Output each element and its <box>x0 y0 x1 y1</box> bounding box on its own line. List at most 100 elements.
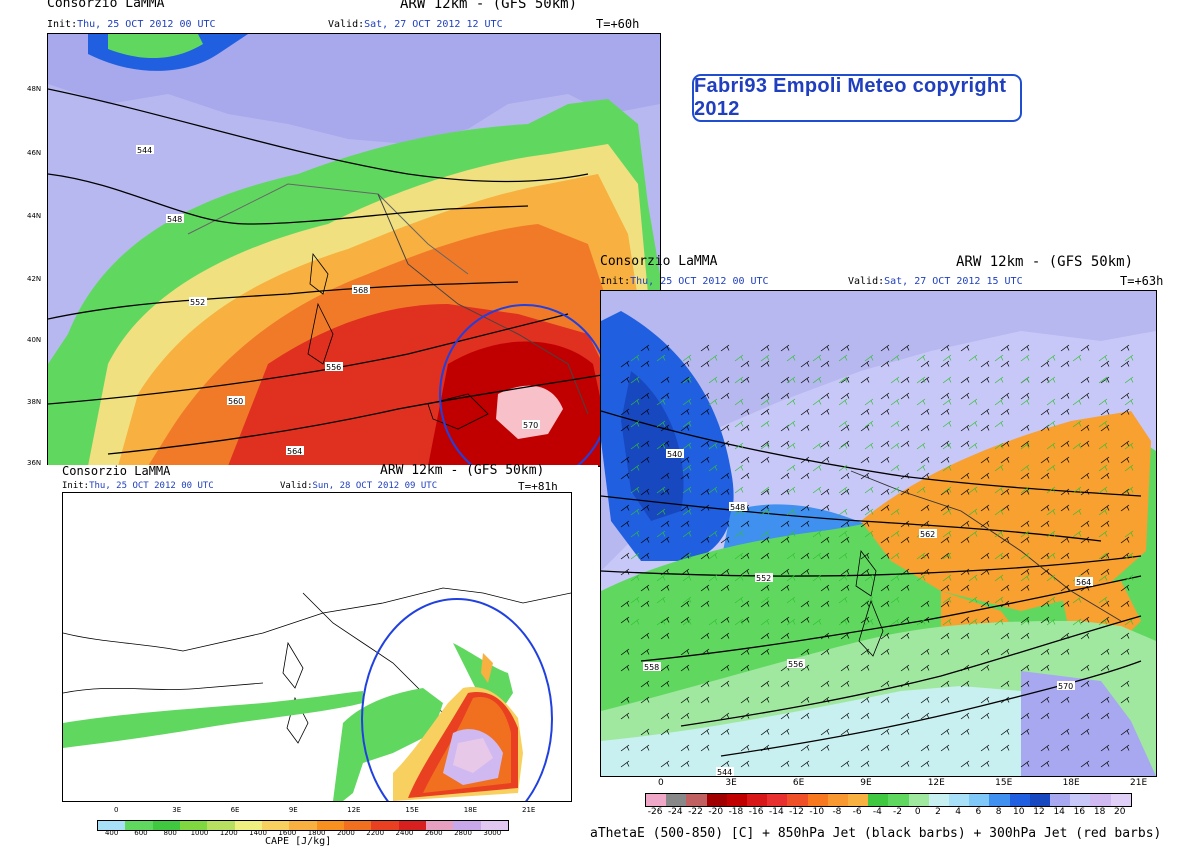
wind-barb <box>1000 360 1010 368</box>
wind-barb <box>1120 536 1130 544</box>
wind-barb <box>860 568 870 576</box>
wind-barb <box>860 648 870 656</box>
wind-barb <box>1040 696 1050 704</box>
wind-barb <box>660 536 670 544</box>
wind-barb <box>900 568 910 576</box>
contour-label-548: 548 <box>167 215 182 224</box>
wind-barb <box>980 712 990 720</box>
wind-barb <box>1072 398 1082 406</box>
wind-barb <box>1020 712 1030 720</box>
wind-barb <box>700 552 710 560</box>
wind-barb <box>1120 344 1130 352</box>
wind-barb <box>720 760 730 768</box>
wind-barb <box>1098 530 1108 538</box>
wind-barb <box>1080 568 1090 576</box>
wind-barb <box>1100 408 1110 416</box>
wind-barb <box>1020 472 1030 480</box>
panel1-model: ARW 12km - (GFS 50km) <box>400 0 578 12</box>
wind-barb <box>1080 344 1090 352</box>
wind-barb <box>920 456 930 464</box>
wind-barb <box>900 584 910 592</box>
wind-barb <box>1120 648 1130 656</box>
wind-barb <box>960 440 970 448</box>
wind-barb <box>708 574 718 582</box>
wind-barb <box>660 712 670 720</box>
wind-barb <box>940 728 950 736</box>
colorbar-tick-label: 400 <box>104 829 119 837</box>
wind-barb <box>760 360 770 368</box>
wind-barb <box>968 398 978 406</box>
wind-barb <box>760 552 770 560</box>
wind-barb <box>900 472 910 480</box>
wind-barb <box>968 354 978 362</box>
wind-barb <box>1080 760 1090 768</box>
wind-barb <box>660 568 670 576</box>
wind-barb <box>720 584 730 592</box>
colorbar-tick-label: 3000 <box>483 829 502 837</box>
wind-barb <box>880 600 890 608</box>
panel2-map-graphic: 540 544 548 552 556 558 562 564 570 <box>601 291 1156 776</box>
wind-barb <box>840 728 850 736</box>
panel3-valid: Valid:Sun, 28 OCT 2012 09 UTC <box>280 481 438 491</box>
wind-barb <box>916 398 926 406</box>
colorbar-cell <box>787 794 808 806</box>
wind-barb <box>1020 392 1030 400</box>
colorbar-cell <box>747 794 768 806</box>
wind-barb <box>682 464 692 472</box>
colorbar-tick-label: -8 <box>832 807 842 817</box>
wind-barb <box>680 760 690 768</box>
wind-barb <box>734 420 744 428</box>
panel1-lat-44n: 44N <box>27 212 42 220</box>
wind-barb <box>920 472 930 480</box>
wind-barb <box>1120 600 1130 608</box>
wind-barb <box>812 574 822 582</box>
wind-barb <box>864 442 874 450</box>
wind-barb <box>840 424 850 432</box>
wind-barb <box>780 344 790 352</box>
wind-barb <box>1100 504 1110 512</box>
wind-barb <box>656 618 666 626</box>
wind-barb <box>838 552 848 560</box>
wind-barb <box>656 354 666 362</box>
colorbar-tick-label: -24 <box>667 807 683 817</box>
lon-tick-label: 15E <box>995 778 1013 788</box>
wind-barb <box>900 424 910 432</box>
colorbar-cell <box>686 794 707 806</box>
wind-barb <box>960 536 970 544</box>
wind-barb <box>1000 680 1010 688</box>
wind-barb <box>920 504 930 512</box>
wind-barb <box>660 680 670 688</box>
wind-barb <box>880 408 890 416</box>
wind-barb <box>1046 486 1056 494</box>
wind-barb <box>682 508 692 516</box>
wind-barb <box>656 574 666 582</box>
wind-barb <box>682 486 692 494</box>
colorbar-tick-label: 600 <box>134 829 148 837</box>
wind-barb <box>760 584 770 592</box>
panel2-lead: T=+63h <box>1120 274 1164 288</box>
wind-barb <box>680 520 690 528</box>
wind-barb <box>942 420 952 428</box>
wind-barb <box>630 530 640 538</box>
wind-barb <box>1120 680 1130 688</box>
wind-barb <box>760 618 770 626</box>
wind-barb <box>900 536 910 544</box>
wind-barb <box>840 680 850 688</box>
wind-barb <box>760 632 770 640</box>
panel3-colorbar <box>97 820 509 831</box>
wind-barb <box>1020 376 1030 384</box>
panel3-unit-label: CAPE [J/kg] <box>265 836 332 847</box>
wind-barb <box>620 376 630 384</box>
wind-barb <box>1098 618 1108 626</box>
wind-barb <box>920 616 930 624</box>
contour-label-552: 552 <box>756 574 771 583</box>
wind-barb <box>680 568 690 576</box>
contour-label-568: 568 <box>353 286 368 295</box>
wind-barb <box>1040 472 1050 480</box>
wind-barb <box>960 568 970 576</box>
wind-barb <box>880 744 890 752</box>
colorbar-cell <box>98 821 126 830</box>
contour-label-570: 570 <box>1058 682 1073 691</box>
wind-barb <box>780 568 790 576</box>
wind-barb <box>740 408 750 416</box>
